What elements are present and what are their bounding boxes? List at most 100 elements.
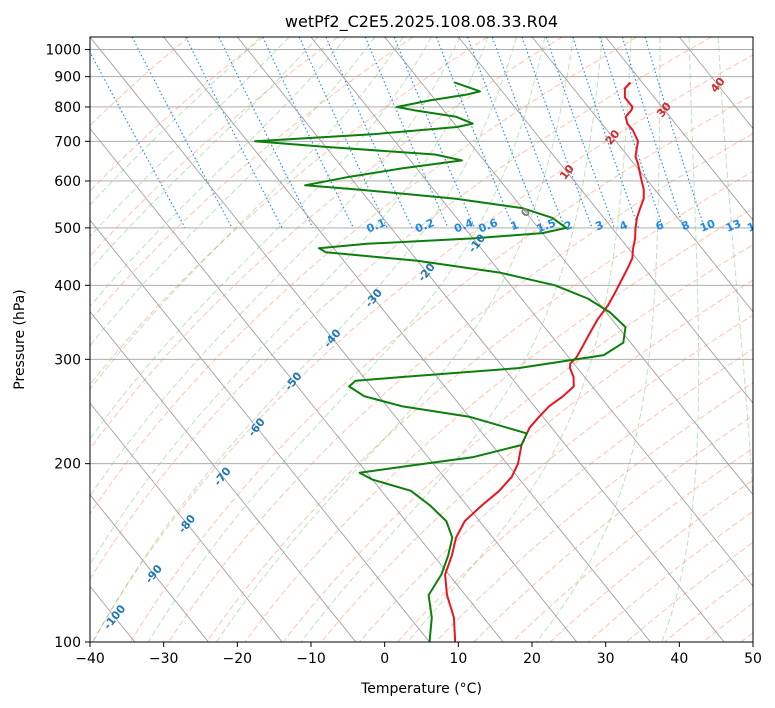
x-tick-label: 10 [449, 651, 467, 667]
dry-adiabat-line [435, 382, 753, 642]
dry-adiabat-line [90, 37, 488, 386]
mixing-ratio-line [218, 37, 314, 229]
mixing-ratio-line [491, 37, 566, 229]
x-tick-label: 50 [744, 651, 762, 667]
mixing-ratio-lines [90, 37, 706, 229]
moist-adiabat-line [661, 37, 700, 642]
mixing-ratio-line [325, 37, 413, 229]
dry-adiabat-line [90, 37, 414, 322]
x-tick-label: 40 [670, 651, 688, 667]
mixing-ratio-label: 13 [724, 217, 743, 235]
moist-adiabats [90, 37, 753, 642]
moist-adiabat-line [90, 37, 319, 271]
chart-title: wetPf2_C2E5.2025.108.08.33.R04 [285, 12, 558, 32]
moist-adiabat-line [536, 37, 661, 642]
mixing-ratio-label: 2 [562, 218, 574, 233]
moist-adiabat-line [90, 37, 261, 206]
y-tick-label: 800 [54, 100, 81, 116]
y-tick-label: 500 [54, 221, 81, 237]
x-tick-label: 0 [380, 651, 389, 667]
moist-adiabat-line [215, 37, 575, 642]
y-tick-label: 200 [54, 457, 81, 473]
mixing-ratio-line [364, 37, 449, 229]
plot-area: -100-90-80-70-60-50-40-30-20-10010203040… [90, 37, 764, 642]
isotherm-line [90, 402, 283, 642]
x-axis-label: Temperature (°C) [360, 681, 482, 697]
x-tick-label: −30 [149, 651, 179, 667]
y-tick-label: 700 [54, 134, 81, 150]
isotherm-line [90, 310, 357, 642]
isotherm-line [90, 494, 209, 642]
moist-adiabat-line [90, 37, 461, 497]
dry-adiabat-line [90, 37, 712, 581]
moist-adiabat-line [407, 37, 632, 642]
x-tick-label: 20 [523, 651, 541, 667]
dry-adiabat-line [397, 348, 753, 642]
dry-adiabat-line [90, 37, 264, 192]
moist-adiabat-line [717, 37, 753, 510]
y-axis: 1000 900 800 700 600 500 400 300 200 100 [45, 43, 90, 651]
mixing-ratio-line [521, 37, 593, 229]
isotherm-line [90, 127, 504, 642]
isotherm-line [310, 37, 753, 588]
moist-adiabat-line [90, 37, 290, 238]
x-tick-label: 30 [597, 651, 615, 667]
isotherm-line [457, 37, 753, 404]
isotherm-line [384, 37, 753, 496]
y-tick-label: 900 [54, 70, 81, 86]
y-axis-label: Pressure (hPa) [12, 289, 28, 389]
dry-adiabat-line [206, 170, 753, 642]
mixing-ratio-line [572, 37, 640, 229]
y-tick-label: 1000 [45, 43, 81, 59]
moist-adiabat-line [90, 37, 432, 440]
mixing-ratio-label: 16 [745, 217, 764, 235]
mixing-ratio-label: 3 [593, 218, 605, 233]
isotherm-line [531, 37, 753, 313]
isotherm-line [605, 37, 753, 221]
x-tick-label: −10 [296, 651, 326, 667]
mixing-ratio-line [644, 37, 706, 229]
mixing-ratio-line [131, 37, 233, 229]
moist-adiabat-line [90, 37, 376, 347]
x-tick-label: −40 [75, 651, 105, 667]
x-axis: −40 −30 −20 −10 0 10 20 30 40 50 [75, 642, 762, 667]
dry-adiabat-line [168, 132, 753, 642]
plot-frame [89, 36, 754, 643]
dry-adiabat-line [90, 37, 638, 515]
mixing-ratio-line [621, 37, 685, 229]
mixing-ratio-line [90, 51, 186, 229]
dewpoint-profile-line [254, 81, 627, 642]
mixing-ratio-line [435, 37, 515, 229]
dry-adiabat-line [320, 279, 753, 642]
dry-adiabat-line [90, 37, 190, 127]
moist-adiabat-line [300, 37, 603, 642]
dry-adiabats [90, 37, 753, 642]
y-tick-label: 600 [54, 174, 81, 190]
isotherm-line [90, 37, 578, 642]
mixing-ratio-label: 1 [509, 218, 521, 233]
dry-adiabat-line [244, 207, 753, 642]
mixing-ratio-line [466, 37, 543, 229]
mixing-ratio-line [185, 37, 283, 229]
y-tick-label: 400 [54, 278, 81, 294]
mixing-ratio-line [599, 37, 664, 229]
moist-adiabat-line [90, 37, 404, 390]
dry-adiabat-line [91, 54, 753, 642]
isotherm-line [90, 219, 430, 642]
dry-adiabat-line [90, 37, 563, 450]
sounding-series [254, 81, 645, 642]
dry-adiabat-line [129, 94, 753, 642]
isotherm-grid [90, 37, 753, 642]
temperature-profile-line [444, 81, 645, 642]
dry-adiabat-line [359, 314, 753, 642]
mixing-ratio-label: 10 [698, 217, 717, 235]
y-tick-label: 300 [54, 352, 81, 368]
mixing-ratio-line [545, 37, 615, 229]
moist-adiabat-line [90, 37, 489, 566]
mixing-ratio-label: 8 [680, 218, 692, 233]
moist-adiabat-line [148, 37, 546, 642]
y-tick-label: 100 [54, 635, 81, 651]
moist-adiabat-line [90, 37, 347, 307]
x-tick-label: −20 [223, 651, 253, 667]
